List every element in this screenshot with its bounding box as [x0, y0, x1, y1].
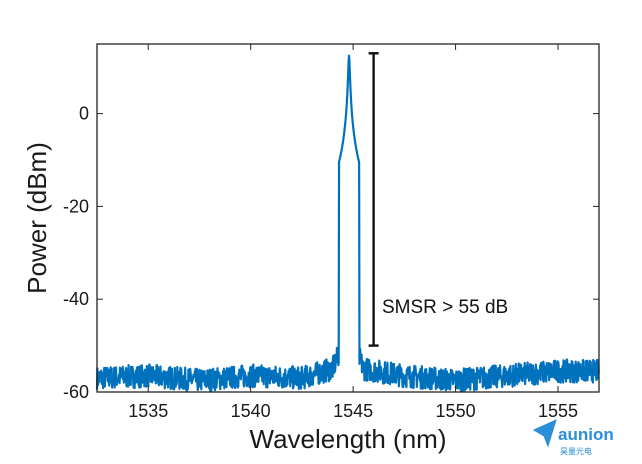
aunion-logo: aunion 昊量光电 [532, 419, 614, 456]
smsr-bracket [368, 52, 379, 347]
paper-plane-icon [532, 419, 557, 448]
smsr-annotation: SMSR > 55 dB [382, 297, 508, 318]
logo-wordmark: aunion [558, 425, 614, 444]
x-axis-title: Wavelength (nm) [250, 424, 447, 454]
x-tick-label: 1540 [231, 401, 271, 421]
x-tick-label: 1535 [128, 401, 168, 421]
x-tick-label: 1545 [333, 401, 373, 421]
x-tick-label: 1555 [538, 401, 578, 421]
x-tick-label: 1550 [436, 401, 476, 421]
spectrum-series-line [95, 54, 601, 393]
y-tick-label: -40 [63, 289, 89, 309]
y-tick-label: -20 [63, 196, 89, 216]
logo-subtitle: 昊量光电 [560, 446, 592, 456]
plot-frame [96, 43, 600, 393]
plot-area [95, 54, 601, 393]
y-axis-title: Power (dBm) [22, 142, 52, 294]
y-tick-label: 0 [79, 104, 89, 124]
axis-ticks: 1535 1540 1545 1550 1555 0 -20 -40 -60 [63, 44, 599, 421]
y-tick-label: -60 [63, 382, 89, 402]
